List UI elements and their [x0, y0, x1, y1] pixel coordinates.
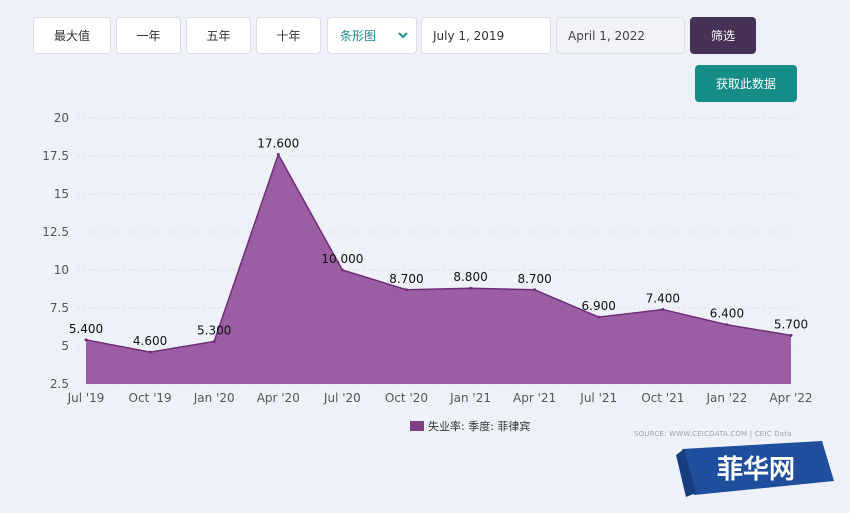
data-label: 17.600	[257, 136, 299, 150]
x-tick-label: Jan '22	[705, 391, 747, 405]
range-5y-button[interactable]: 五年	[186, 17, 251, 54]
series-point	[597, 315, 601, 319]
legend-label: 失业率: 季度: 菲律宾	[428, 420, 531, 433]
data-label: 8.700	[389, 272, 423, 286]
site-logo-watermark: 菲华网	[676, 441, 834, 497]
series-point	[276, 152, 280, 156]
x-tick-label: Jul '21	[579, 391, 617, 405]
chart-type-value: 条形图	[340, 29, 377, 43]
x-tick-label: Apr '22	[769, 391, 812, 405]
x-tick-label: Apr '20	[257, 391, 300, 405]
data-label: 5.300	[197, 323, 231, 337]
x-tick-label: Oct '20	[385, 391, 428, 405]
data-label: 4.600	[133, 334, 167, 348]
series-point	[725, 323, 729, 327]
y-tick-label: 2.5	[50, 377, 69, 391]
x-axis-ticks: Jul '19 Oct '19 Jan '20 Apr '20 Jul '20 Oct '…	[67, 391, 813, 405]
data-label: 8.800	[453, 270, 487, 284]
data-label: 6.900	[582, 299, 616, 313]
series-point	[148, 350, 152, 354]
chart-legend[interactable]: 失业率: 季度: 菲律宾	[410, 418, 530, 434]
range-max-button[interactable]: 最大值	[33, 17, 111, 54]
series-point	[469, 286, 473, 290]
end-date-input[interactable]: April 1, 2022	[556, 17, 685, 54]
y-axis-ticks: 2.5 5 7.5 10 12.5 15 17.5 20	[42, 111, 69, 391]
data-label: 6.400	[710, 307, 744, 321]
series-point	[84, 338, 88, 342]
data-label: 5.400	[69, 322, 103, 336]
series-point	[404, 288, 408, 292]
series-point	[661, 308, 665, 312]
x-tick-label: Oct '21	[641, 391, 684, 405]
chart-data-labels: 5.400 4.600 5.300 17.600 10.000 8.700 8.800 8.7…	[69, 136, 808, 348]
x-tick-label: Jan '21	[449, 391, 491, 405]
y-tick-label: 17.5	[42, 149, 69, 163]
data-label: 10.000	[321, 252, 363, 266]
filter-button[interactable]: 筛选	[690, 17, 756, 54]
data-label: 7.400	[646, 292, 680, 306]
range-10y-button[interactable]: 十年	[256, 17, 321, 54]
source-credit: SOURCE: WWW.CEICDATA.COM | CEIC Data	[634, 430, 792, 438]
legend-swatch	[410, 421, 424, 431]
x-tick-label: Jul '20	[323, 391, 361, 405]
y-tick-label: 5	[61, 339, 69, 353]
chevron-down-icon	[398, 32, 408, 39]
data-label: 8.700	[517, 272, 551, 286]
y-tick-label: 12.5	[42, 225, 69, 239]
series-point	[340, 268, 344, 272]
x-tick-label: Jan '20	[193, 391, 235, 405]
start-date-input[interactable]: July 1, 2019	[421, 17, 551, 54]
chart-area-series	[84, 152, 793, 384]
series-point	[789, 333, 793, 337]
series-point	[212, 339, 216, 343]
x-tick-label: Oct '19	[129, 391, 172, 405]
y-tick-label: 10	[54, 263, 69, 277]
data-label: 5.700	[774, 317, 808, 331]
series-point	[533, 288, 537, 292]
y-tick-label: 7.5	[50, 301, 69, 315]
watermark-text: 菲华网	[717, 454, 795, 485]
x-tick-label: Jul '19	[67, 391, 105, 405]
chart-type-select[interactable]: 条形图	[327, 17, 417, 54]
fetch-data-button[interactable]: 获取此数据	[695, 65, 797, 102]
x-tick-label: Apr '21	[513, 391, 556, 405]
unemployment-area-chart: 2.5 5 7.5 10 12.5 15 17.5 20 5.400 4.600 5.300 17.…	[42, 111, 813, 405]
y-tick-label: 20	[54, 111, 69, 125]
series-area-fill	[86, 154, 791, 384]
range-1y-button[interactable]: 一年	[116, 17, 181, 54]
series-line	[85, 152, 792, 353]
y-tick-label: 15	[54, 187, 69, 201]
